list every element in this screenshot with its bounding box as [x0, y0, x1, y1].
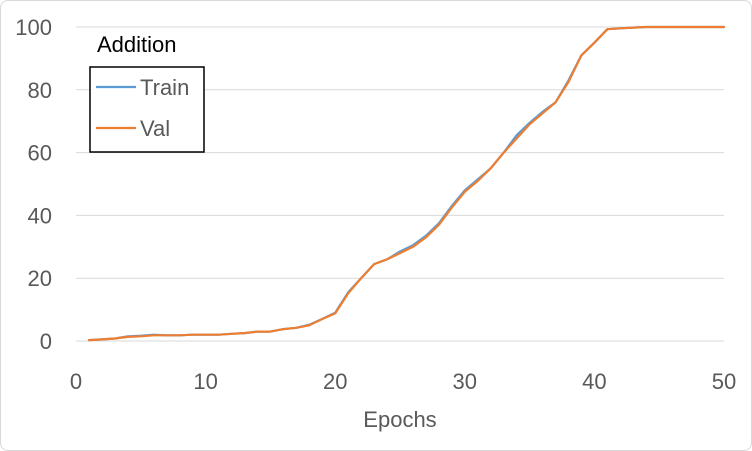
legend-box	[89, 66, 205, 153]
legend-label-train: Train	[140, 75, 189, 100]
y-tick-label: 80	[28, 78, 52, 103]
y-tick-label: 100	[15, 15, 52, 40]
series-lines	[87, 25, 726, 342]
x-tick-label: 20	[323, 369, 347, 394]
x-axis-title: Epochs	[363, 407, 436, 432]
chart-title: Addition	[97, 32, 177, 57]
legend: Train Val	[89, 66, 205, 153]
y-tick-label: 20	[28, 266, 52, 291]
x-tick-label: 10	[193, 369, 217, 394]
x-axis-ticks: 0 10 20 30 40 50	[70, 369, 736, 394]
series-line-val	[87, 25, 726, 342]
y-tick-label: 0	[40, 329, 52, 354]
y-tick-label: 40	[28, 203, 52, 228]
y-tick-label: 60	[28, 141, 52, 166]
y-axis-ticks: 0 20 40 60 80 100	[15, 15, 52, 354]
x-tick-label: 30	[453, 369, 477, 394]
legend-label-val: Val	[140, 116, 170, 141]
x-tick-label: 40	[582, 369, 606, 394]
x-tick-label: 0	[70, 369, 82, 394]
x-tick-label: 50	[712, 369, 736, 394]
